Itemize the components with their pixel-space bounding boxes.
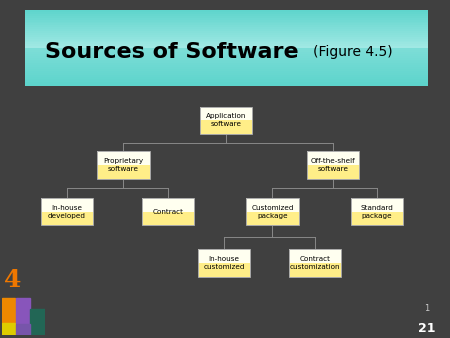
FancyBboxPatch shape	[351, 198, 403, 212]
Bar	[25, 73, 427, 75]
Bar	[25, 64, 427, 65]
Bar	[2, 298, 15, 323]
FancyBboxPatch shape	[97, 151, 149, 165]
Bar	[25, 78, 427, 80]
Bar	[25, 67, 427, 69]
Bar	[25, 31, 427, 33]
Text: Proprietary
software: Proprietary software	[104, 158, 144, 172]
FancyBboxPatch shape	[97, 165, 149, 178]
Bar	[25, 39, 427, 41]
Text: Contract
customization: Contract customization	[289, 256, 340, 270]
Bar	[25, 10, 427, 12]
Bar	[25, 29, 427, 31]
Bar	[25, 75, 427, 77]
Text: Sources of Software: Sources of Software	[45, 42, 298, 62]
Bar	[25, 84, 427, 86]
FancyBboxPatch shape	[307, 151, 359, 165]
Text: 4: 4	[4, 268, 21, 292]
Bar	[25, 46, 427, 48]
Bar	[25, 50, 427, 52]
Bar	[25, 48, 427, 50]
FancyBboxPatch shape	[41, 198, 93, 212]
Bar	[25, 35, 427, 37]
Text: In-house
customized: In-house customized	[203, 256, 245, 270]
Bar	[25, 65, 427, 67]
Bar	[25, 77, 427, 78]
Bar	[25, 82, 427, 84]
Text: In-house
developed: In-house developed	[48, 205, 86, 218]
Bar	[25, 16, 427, 18]
FancyBboxPatch shape	[351, 212, 403, 225]
Bar	[25, 12, 427, 14]
Bar	[25, 27, 427, 29]
Bar	[25, 69, 427, 71]
Bar	[25, 62, 427, 64]
Bar	[25, 37, 427, 39]
Bar	[25, 25, 427, 27]
Bar	[25, 33, 427, 35]
Text: Off-the-shelf
software: Off-the-shelf software	[310, 158, 355, 172]
Bar	[25, 41, 427, 43]
FancyBboxPatch shape	[198, 263, 250, 276]
Bar	[25, 52, 427, 54]
Text: 21: 21	[418, 322, 436, 335]
Bar	[25, 23, 427, 25]
FancyBboxPatch shape	[200, 120, 252, 134]
FancyBboxPatch shape	[142, 198, 194, 212]
Text: 1: 1	[424, 304, 430, 313]
Bar	[25, 22, 427, 23]
Bar	[25, 71, 427, 73]
Bar	[25, 18, 427, 20]
Bar	[25, 58, 427, 59]
Bar	[25, 56, 427, 58]
Text: Standard
package: Standard package	[361, 205, 394, 218]
FancyBboxPatch shape	[246, 198, 299, 212]
Bar	[25, 44, 427, 46]
Bar	[25, 14, 427, 16]
Bar	[25, 80, 427, 82]
Bar	[25, 59, 427, 62]
Bar	[25, 54, 427, 56]
FancyBboxPatch shape	[41, 212, 93, 225]
FancyBboxPatch shape	[198, 249, 250, 263]
FancyBboxPatch shape	[142, 212, 194, 225]
Bar	[25, 43, 427, 44]
Bar	[31, 309, 45, 335]
Text: Customized
package: Customized package	[251, 205, 294, 218]
Bar	[25, 20, 427, 22]
Bar	[2, 323, 15, 335]
Text: (Figure 4.5): (Figure 4.5)	[313, 45, 392, 59]
Bar	[16, 324, 30, 335]
Bar	[16, 298, 30, 323]
FancyBboxPatch shape	[307, 165, 359, 178]
Text: Application
software: Application software	[206, 114, 246, 127]
FancyBboxPatch shape	[200, 106, 252, 120]
FancyBboxPatch shape	[246, 212, 299, 225]
Text: Contract: Contract	[152, 209, 183, 215]
FancyBboxPatch shape	[288, 249, 341, 263]
FancyBboxPatch shape	[288, 263, 341, 276]
